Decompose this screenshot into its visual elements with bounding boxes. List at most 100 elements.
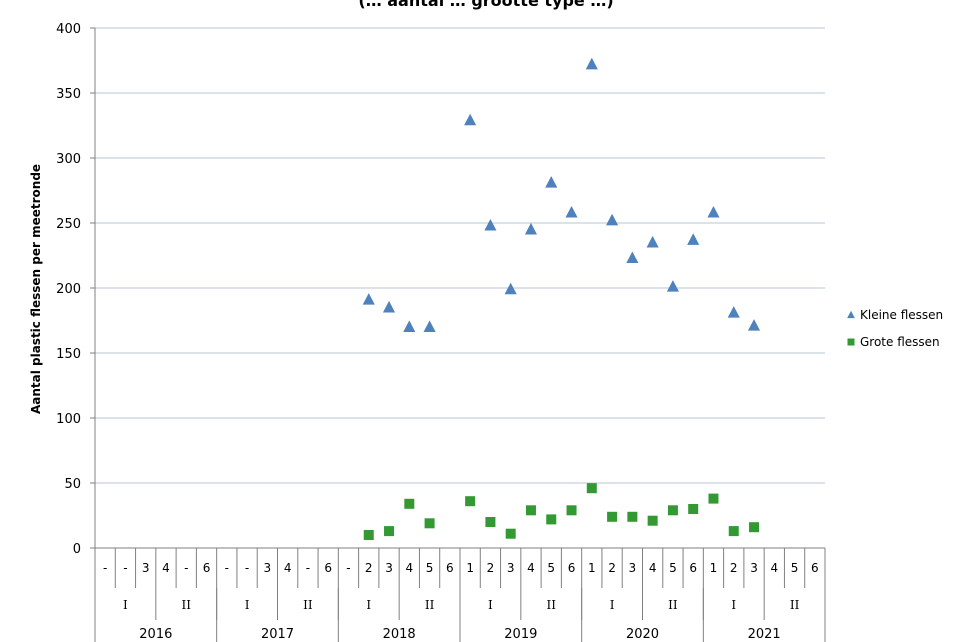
category-label: 3	[507, 561, 515, 575]
category-label: -	[245, 561, 249, 575]
category-label: 3	[264, 561, 272, 575]
kleine-flessen-point	[606, 213, 619, 226]
half-label: II	[790, 598, 800, 612]
half-label: I	[731, 598, 736, 612]
grote-flessen-point	[566, 505, 577, 516]
kleine-flessen-point	[747, 319, 761, 331]
category-label: 5	[426, 561, 434, 575]
chart-title: (… aantal … grootte type …)	[358, 0, 614, 10]
grote-flessen-point	[384, 526, 395, 537]
year-label: 2017	[261, 627, 294, 642]
data-points	[362, 57, 761, 540]
category-label: -	[123, 561, 127, 575]
kleine-flessen-point	[626, 251, 639, 264]
legend-label: Kleine flessen	[860, 308, 943, 322]
year-label: 2021	[748, 627, 781, 642]
kleine-flessen-point	[382, 300, 396, 313]
category-label: 2	[487, 561, 495, 575]
category-label: 6	[324, 561, 332, 575]
kleine-flessen-point	[423, 320, 436, 332]
kleine-flessen-point	[403, 320, 416, 332]
category-label: 3	[142, 561, 150, 575]
kleine-flessen-point	[585, 57, 598, 70]
category-label: 5	[791, 561, 799, 575]
category-label: -	[184, 561, 188, 575]
grote-flessen-point	[647, 515, 658, 526]
category-label: -	[306, 561, 310, 575]
kleine-flessen-point	[524, 222, 538, 235]
category-label: 3	[750, 561, 758, 575]
category-label: 4	[649, 561, 657, 575]
legend-label: Grote flessen	[860, 335, 940, 349]
half-label: II	[303, 598, 313, 612]
year-label: 2020	[626, 627, 659, 642]
half-label: II	[182, 598, 192, 612]
legend: Kleine flessen Grote flessen	[825, 298, 972, 358]
y-tick-label: 0	[73, 542, 81, 557]
grote-flessen-point	[667, 505, 678, 516]
y-tick-label: 350	[56, 87, 81, 102]
grote-flessen-point	[607, 511, 618, 522]
category-label: 4	[770, 561, 778, 575]
y-tick-label: 50	[64, 477, 81, 492]
y-tick-label: 300	[56, 152, 81, 167]
y-tick-label: 400	[56, 22, 81, 37]
category-label: 4	[527, 561, 535, 575]
grote-flessen-point	[505, 528, 516, 539]
grote-flessen-point	[728, 526, 739, 537]
category-label: 5	[547, 561, 555, 575]
category-label: 4	[284, 561, 292, 575]
y-tick-label: 150	[56, 347, 81, 362]
category-label: 2	[608, 561, 616, 575]
category-label: 6	[689, 561, 697, 575]
kleine-flessen-point	[727, 306, 740, 318]
category-label: 2	[365, 561, 373, 575]
half-label: I	[488, 598, 493, 612]
half-label: I	[123, 598, 128, 612]
grote-flessen-point	[363, 530, 374, 540]
kleine-flessen-point	[707, 206, 720, 218]
legend-marker-kleine-flessen	[847, 310, 855, 319]
y-tick-label: 100	[56, 412, 81, 427]
year-label: 2018	[383, 627, 416, 642]
legend-marker-grote-flessen	[847, 338, 855, 346]
kleine-flessen-point	[545, 176, 558, 188]
y-tick-labels: 0 50 100 150 200 250 300 350 400	[56, 22, 81, 557]
half-label: II	[668, 598, 678, 612]
half-label: II	[547, 598, 557, 612]
category-label: 6	[811, 561, 819, 575]
category-label: 6	[446, 561, 454, 575]
grote-flessen-point	[627, 511, 638, 522]
y-tick-label: 200	[56, 282, 81, 297]
category-label: 4	[405, 561, 413, 575]
category-label: 5	[669, 561, 677, 575]
y-axis-label: Aantal plastic flessen per meetronde	[29, 164, 43, 414]
category-label: -	[346, 561, 350, 575]
grote-flessen-point	[485, 517, 496, 527]
half-label: I	[245, 598, 250, 612]
category-label: 1	[588, 561, 596, 575]
year-label: 2019	[504, 627, 537, 642]
category-label: 3	[629, 561, 637, 575]
half-label: I	[366, 598, 371, 612]
kleine-flessen-point	[687, 233, 700, 245]
grote-flessen-point	[525, 505, 536, 516]
category-label: 1	[466, 561, 474, 575]
half-label: II	[425, 598, 435, 612]
grote-flessen-point	[465, 496, 476, 507]
kleine-flessen-point	[666, 280, 679, 292]
grote-flessen-point	[546, 514, 557, 525]
grote-flessen-point	[404, 498, 415, 509]
axes	[90, 27, 825, 642]
category-label: 6	[568, 561, 576, 575]
kleine-flessen-point	[565, 206, 578, 218]
category-label: 2	[730, 561, 738, 575]
kleine-flessen-point	[362, 293, 375, 305]
category-label: -	[225, 561, 229, 575]
kleine-flessen-point	[464, 113, 477, 126]
grote-flessen-point	[424, 518, 435, 529]
year-label: 2016	[139, 627, 172, 642]
grote-flessen-point	[749, 522, 760, 533]
grote-flessen-point	[708, 493, 719, 504]
